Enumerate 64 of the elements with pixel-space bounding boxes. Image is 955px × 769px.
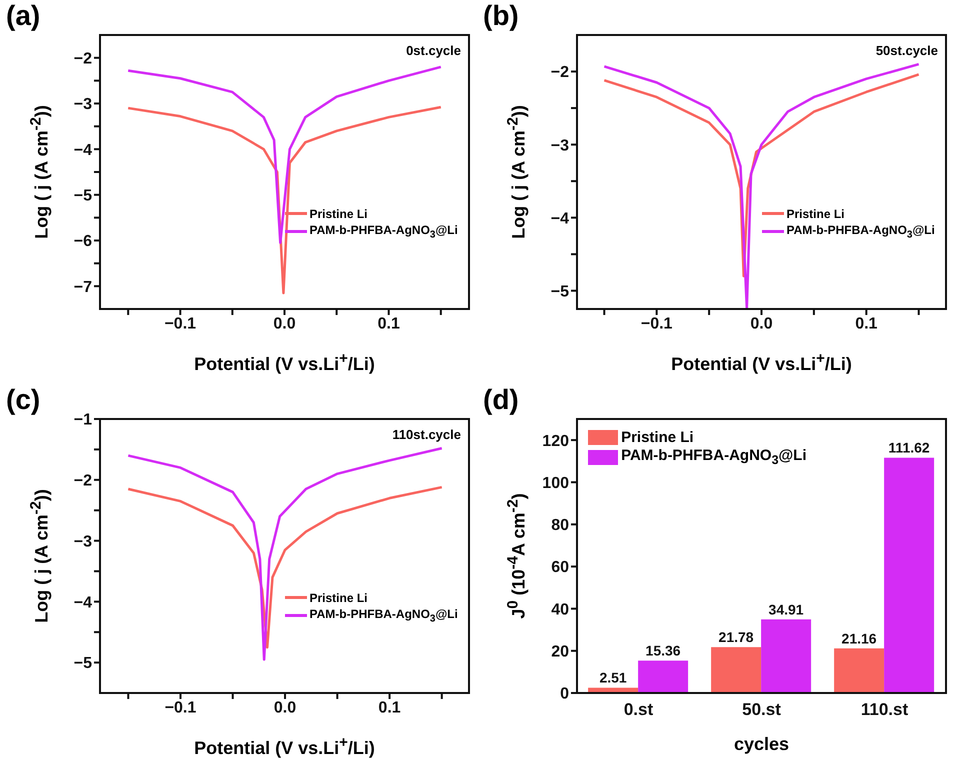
y-tick-label: −7 xyxy=(74,278,92,296)
y-tick-label: 80 xyxy=(551,517,570,534)
data-label: 21.16 xyxy=(842,630,877,646)
x-tick-label: 0.1 xyxy=(855,315,878,332)
annotation: 0st.cycle xyxy=(406,43,461,58)
annotation: 50st.cycle xyxy=(876,43,938,58)
legend-label: PAM-b-PHFBA-AgNO$_{3}$@Li xyxy=(310,223,458,241)
x-tick-label: 0.st xyxy=(624,700,654,720)
legend-label: PAM-b-PHFBA-AgNO$_{3}$@Li xyxy=(310,607,458,625)
y-tick-label: −2 xyxy=(74,472,92,490)
x-tick-label: 110.st xyxy=(860,700,908,720)
data-label: 21.78 xyxy=(718,629,754,646)
y-tick-label: 20 xyxy=(551,644,570,661)
y-tick-label: −5 xyxy=(550,283,570,300)
x-axis-title: cycles xyxy=(732,734,790,755)
y-tick-label: 120 xyxy=(542,432,570,450)
y-tick-label: −3 xyxy=(74,96,92,114)
data-label: 34.91 xyxy=(768,601,804,618)
y-tick-label: −2 xyxy=(74,50,92,68)
x-tick-label: 0.1 xyxy=(378,315,400,332)
bar xyxy=(638,660,688,693)
legend-label: Pristine Li xyxy=(310,206,368,221)
x-tick-label: 0.0 xyxy=(273,315,296,332)
y-tick-label: −5 xyxy=(74,188,92,205)
x-tick-label: 0.0 xyxy=(750,315,773,332)
bar xyxy=(834,648,884,693)
bar xyxy=(761,619,812,693)
x-tick-label: 0.0 xyxy=(274,699,296,716)
y-tick-label: 100 xyxy=(542,474,570,492)
data-label: 15.36 xyxy=(646,642,681,659)
data-label: 111.62 xyxy=(888,440,930,456)
annotation: 110st.cycle xyxy=(392,427,461,442)
x-axis-title: Potential (V vs.Li$^{+}$/Li) xyxy=(193,350,376,375)
y-tick-label: −4 xyxy=(74,594,92,612)
y-tick-label: 0 xyxy=(560,686,570,703)
y-tick-label: −4 xyxy=(550,210,570,228)
y-tick-label: 60 xyxy=(551,559,570,576)
data-label: 2.51 xyxy=(599,670,627,686)
legend-label: PAM-b-PHFBA-AgNO$_{3}$@Li xyxy=(786,223,935,241)
y-tick-label: −3 xyxy=(74,533,92,550)
chart-title: (d) xyxy=(483,384,519,416)
x-axis-title: Potential (V vs.Li$^{+}$/Li) xyxy=(670,350,853,375)
chart-title: (a) xyxy=(6,0,40,32)
y-tick-label: −3 xyxy=(550,137,570,154)
y-tick-label: −2 xyxy=(550,64,570,82)
x-tick-label: 50.st xyxy=(742,700,782,720)
legend-label: Pristine Li xyxy=(621,428,694,446)
bar xyxy=(884,458,934,693)
x-tick-label: −0.1 xyxy=(164,315,196,332)
legend-label: Pristine Li xyxy=(786,206,845,221)
y-tick-label: −5 xyxy=(74,655,92,672)
legend-label: PAM-b-PHFBA-AgNO$_{3}$@Li xyxy=(621,447,807,468)
x-tick-label: 0.1 xyxy=(378,699,401,716)
y-tick-label: −4 xyxy=(74,142,92,159)
y-tick-label: 40 xyxy=(551,601,570,618)
x-tick-label: −0.1 xyxy=(164,699,196,716)
chart-title: (b) xyxy=(483,0,519,32)
x-axis-title: Potential (V vs.Li$^{+}$/Li) xyxy=(193,734,376,759)
legend-label: Pristine Li xyxy=(310,590,368,605)
bar xyxy=(711,647,762,693)
x-tick-label: −0.1 xyxy=(640,315,673,332)
y-tick-label: −6 xyxy=(74,233,92,250)
chart-title: (c) xyxy=(6,384,40,416)
y-tick-label: −1 xyxy=(74,412,92,429)
